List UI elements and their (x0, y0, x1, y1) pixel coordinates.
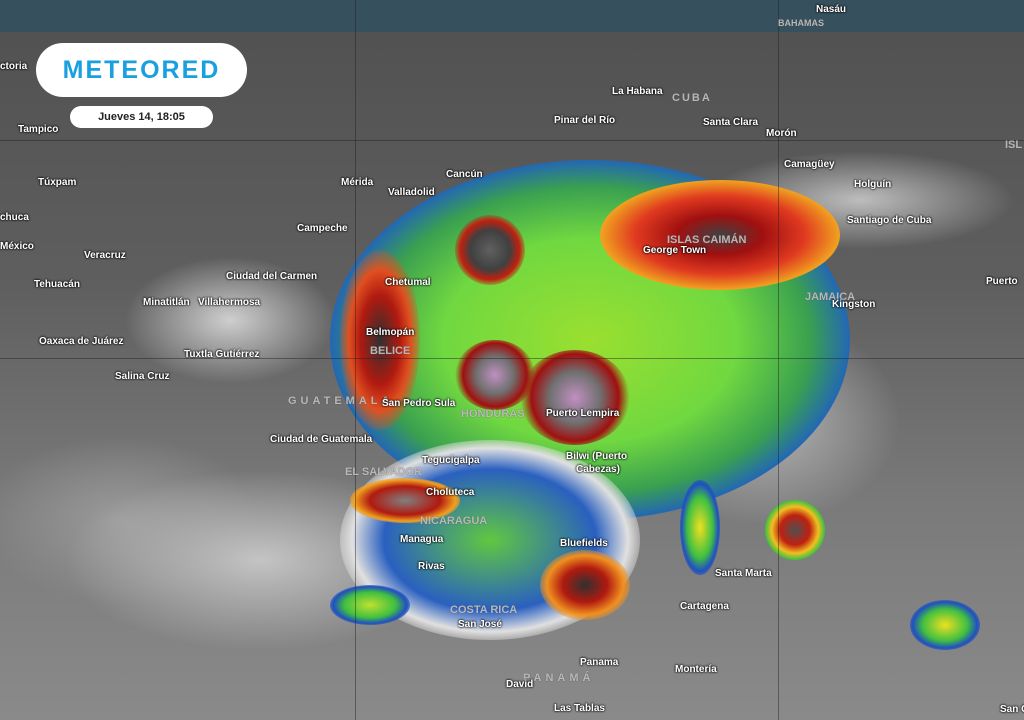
city-label: Ciudad del Carmen (226, 271, 318, 282)
city-label: La Habana (612, 86, 663, 97)
city-label: Ciudad de Guatemala (270, 434, 373, 445)
city-label: San C (1000, 704, 1024, 715)
country-label: JAMAICA (805, 291, 856, 303)
city-label: Tegucigalpa (422, 455, 480, 466)
city-label: Santiago de Cuba (847, 215, 932, 226)
city-label: Nasáu (816, 4, 847, 15)
city-label: Tehuacán (34, 279, 80, 290)
graticule-line (355, 0, 356, 720)
country-label: CUBA (672, 92, 712, 104)
city-label: chuca (0, 212, 29, 223)
logo-text: METEORED (62, 55, 221, 84)
cold-top (600, 180, 840, 290)
cell (330, 585, 410, 625)
city-label: Las Tablas (554, 703, 605, 714)
cell (910, 600, 980, 650)
city-label: México (0, 241, 34, 252)
city-label: Valladolid (388, 187, 435, 198)
city-label: David (506, 679, 534, 690)
city-label: Tuxtla Gutiérrez (184, 349, 260, 360)
city-label: Belmopán (366, 327, 415, 338)
city-label: Choluteca (426, 487, 475, 498)
city-label: Cartagena (680, 601, 729, 612)
cell (680, 480, 720, 575)
city-label: Puerto Lempira (546, 408, 620, 419)
city-label: Santa Marta (715, 568, 772, 579)
country-label: BELICE (370, 345, 411, 357)
country-label: ISL (1005, 139, 1023, 151)
city-label: San Pedro Sula (382, 398, 456, 409)
top-overlay-band (0, 0, 1024, 32)
city-label: Kingston (832, 299, 876, 310)
country-label: PANAMÁ (523, 672, 595, 684)
country-label: ISLAS CAIMÁN (667, 234, 747, 246)
city-label: Oaxaca de Juárez (39, 336, 124, 347)
timestamp-text: Jueves 14, 18:05 (98, 111, 185, 123)
cell (765, 500, 825, 560)
city-label: Campeche (297, 223, 348, 234)
city-label: Rivas (418, 561, 445, 572)
city-label: Chetumal (385, 277, 431, 288)
city-label: Mérida (341, 177, 374, 188)
city-label: Bilwi (Puerto (566, 451, 628, 462)
country-label: NICARAGUA (420, 515, 488, 527)
city-label: Montería (675, 664, 717, 675)
city-label: Puerto (986, 276, 1018, 287)
city-label: Villahermosa (198, 297, 261, 308)
city-label: San José (458, 619, 502, 630)
city-label: Bluefields (560, 538, 608, 549)
country-label: HONDURAS (461, 408, 525, 420)
country-label: EL SALVADOR (345, 466, 423, 478)
timestamp-badge: Jueves 14, 18:05 (70, 106, 213, 128)
city-label: George Town (643, 245, 707, 256)
city-label: ctoria (0, 61, 28, 72)
city-label: Holguín (854, 179, 892, 190)
city-label: Veracruz (84, 250, 126, 261)
country-label: BAHAMAS (778, 18, 824, 28)
city-label: Minatitlán (143, 297, 190, 308)
city-label: Santa Clara (703, 117, 759, 128)
city-label: Pinar del Río (554, 115, 616, 126)
city-label: Tampico (18, 124, 59, 135)
graticule-line (0, 140, 1024, 141)
city-label: Morón (766, 128, 797, 139)
city-label: Cabezas) (576, 464, 620, 475)
cold-top (540, 550, 630, 620)
cold-top (340, 250, 420, 430)
country-label: COSTA RICA (450, 604, 518, 616)
city-label: Cancún (446, 169, 483, 180)
cold-top (455, 215, 525, 285)
meteored-logo: METEORED (36, 43, 247, 97)
city-label: Túxpam (38, 177, 77, 188)
graticule-line (778, 0, 779, 720)
cold-top (350, 478, 460, 523)
city-label: Managua (400, 534, 444, 545)
city-label: Panama (580, 657, 619, 668)
cold-top (520, 350, 630, 445)
country-label: GUATEMALA (288, 395, 394, 407)
city-label: Salina Cruz (115, 371, 170, 382)
city-label: Camagüey (784, 159, 835, 170)
graticule-line (0, 358, 1024, 359)
